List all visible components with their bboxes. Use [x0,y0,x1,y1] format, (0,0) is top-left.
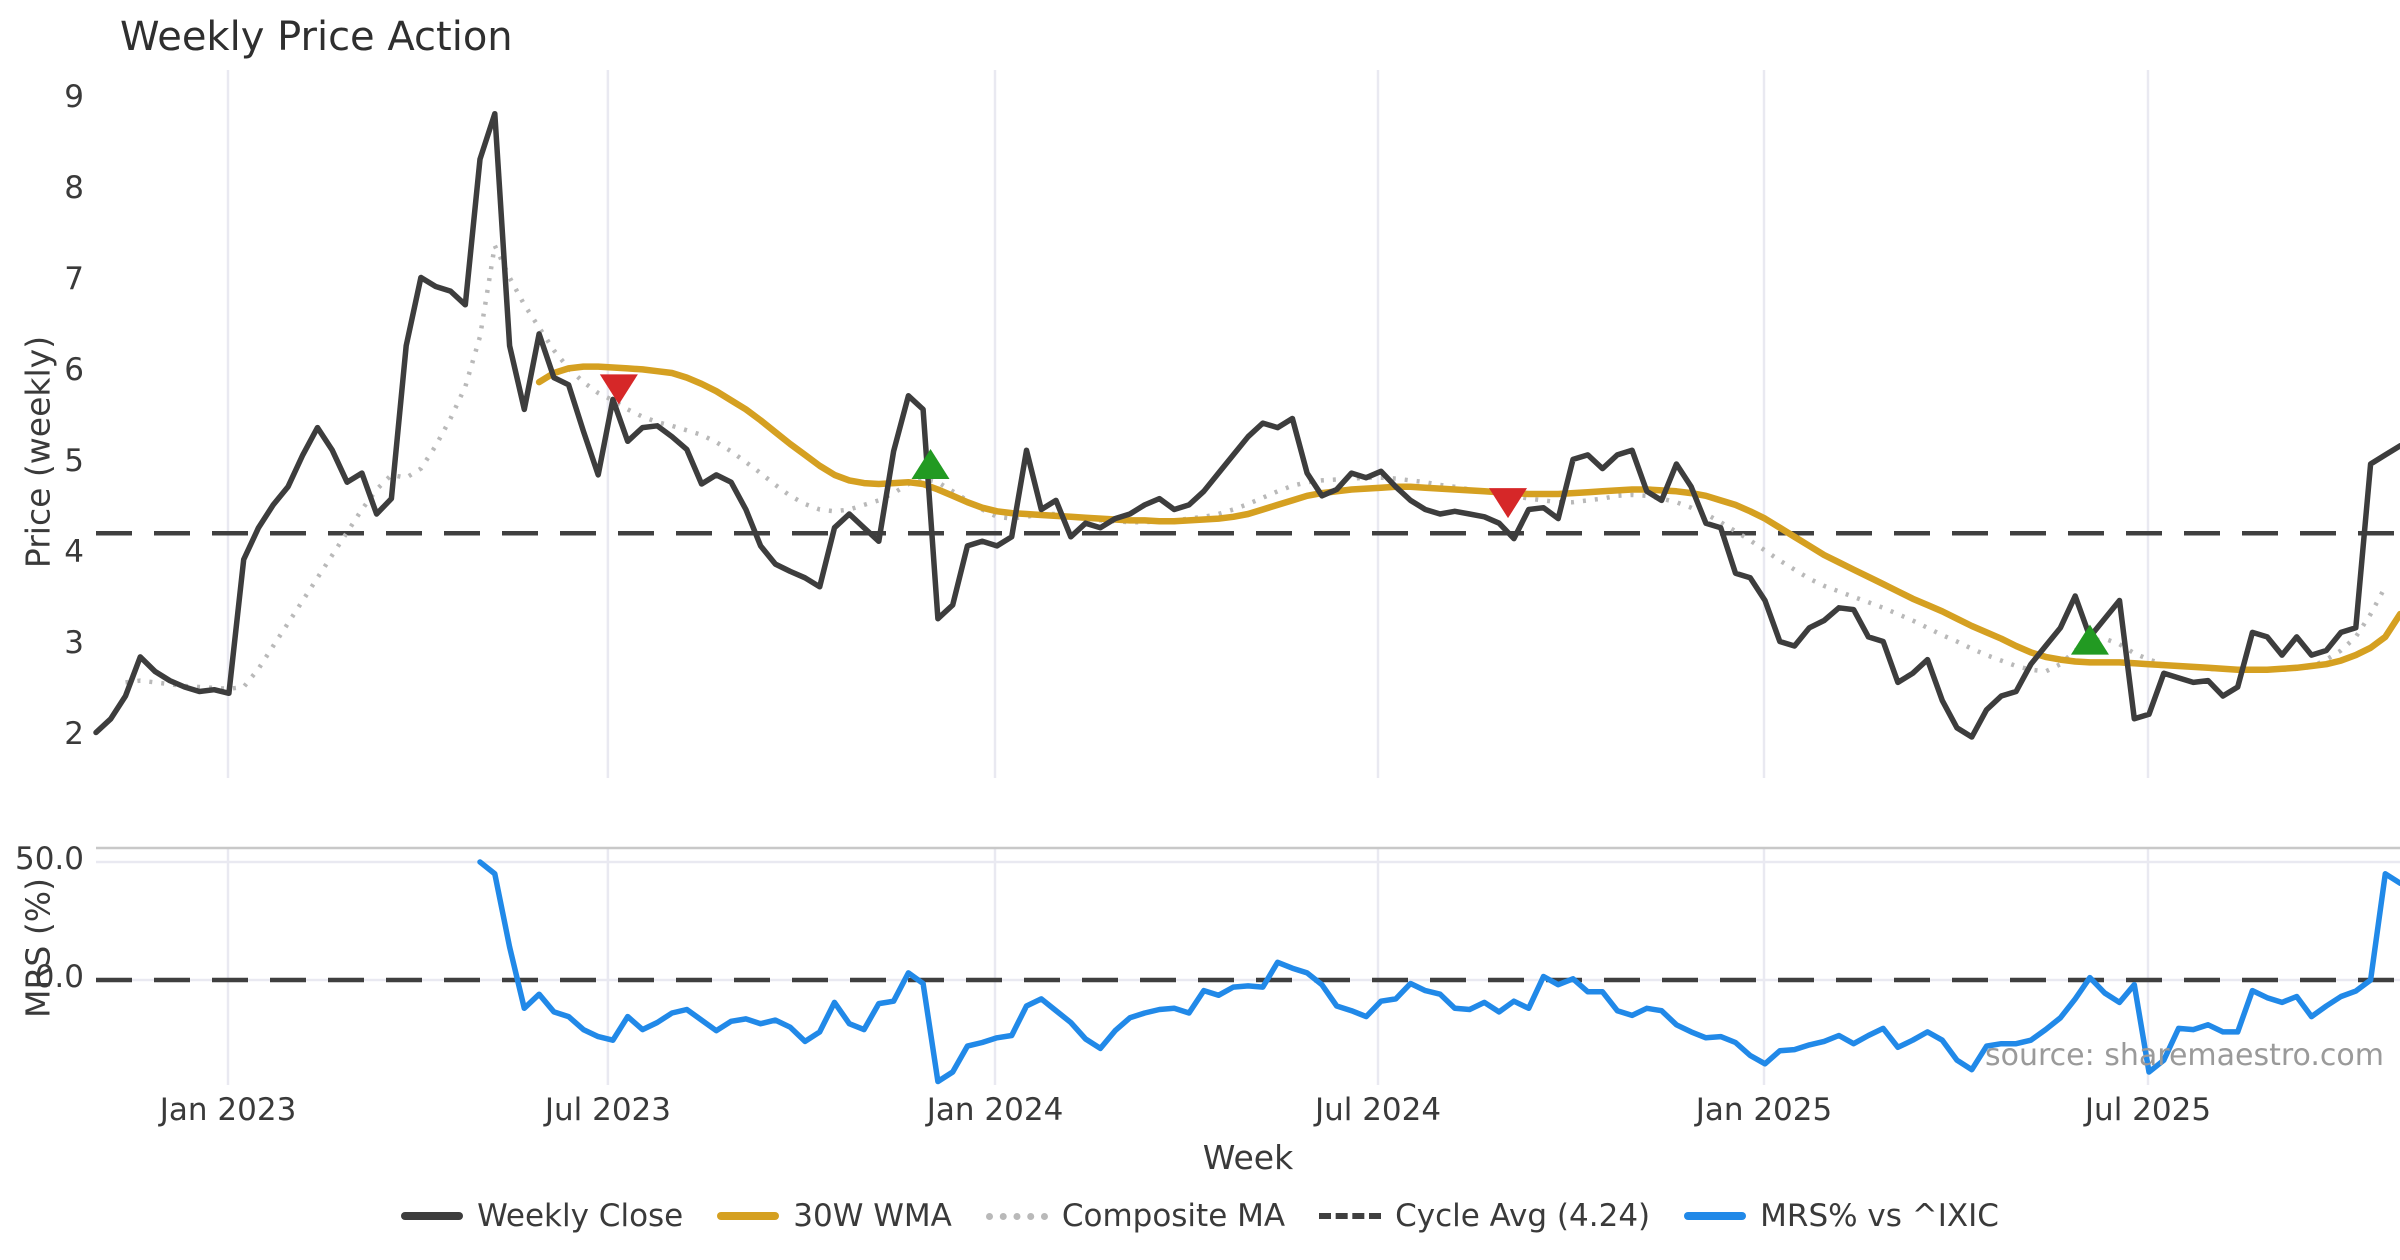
legend-item-composite-ma: Composite MA [985,1198,1286,1234]
weekly-close-line-icon [401,1212,464,1220]
sell-signal-marker [1489,488,1528,519]
x-tick-label: Jul 2023 [544,1092,671,1128]
legend-item-weekly-close: Weekly Close [401,1198,683,1234]
cycle-avg-dashed-line-icon [1319,1213,1382,1219]
price-ytick-label: 4 [64,534,84,570]
mrs-ytick-label: 50.0 [14,841,84,877]
sell-signal-marker [599,374,638,405]
price-ytick-label: 6 [64,352,84,388]
legend-label: 30W WMA [793,1198,952,1234]
buy-signal-marker [2070,624,2109,655]
price-ytick-label: 9 [64,79,84,115]
legend-item-cycle-avg: Cycle Avg (4.24) [1319,1198,1650,1234]
x-tick-label: Jul 2025 [2084,1092,2212,1128]
source-watermark: source: sharemaestro.com [1985,1038,2384,1073]
legend-label: MRS% vs ^IXIC [1760,1198,1999,1234]
price-ytick-label: 5 [64,443,84,479]
price-ytick-label: 2 [64,716,84,752]
price-ytick-label: 3 [64,625,84,661]
mrs-ytick-label: 0.0 [34,959,84,995]
x-tick-label: Jan 2023 [159,1092,297,1128]
wma-line-icon [717,1212,780,1220]
x-tick-label: Jul 2024 [1314,1092,1442,1128]
legend-label: Cycle Avg (4.24) [1395,1198,1651,1234]
legend-label: Composite MA [1061,1198,1286,1234]
legend-item-mrs: MRS% vs ^IXIC [1684,1198,1999,1234]
price-ytick-label: 8 [64,170,84,206]
composite-ma-line [125,243,2388,692]
mrs-line [477,859,2400,1085]
weekly-close-line [93,110,2400,740]
buy-signal-marker [911,449,950,479]
mrs-line-icon [1684,1212,1747,1220]
x-axis-title: Week [1202,1138,1294,1177]
legend-item-30w-wma: 30W WMA [717,1198,952,1234]
price-ytick-label: 7 [64,261,84,297]
wma-line [535,363,2400,673]
x-tick-label: Jan 2024 [926,1092,1064,1128]
x-tick-label: Jan 2025 [1695,1092,1833,1128]
page-title: Weekly Price Action [120,14,513,60]
chart-legend: Weekly Close 30W WMA Composite MA Cycle … [0,1198,2400,1234]
legend-label: Weekly Close [477,1198,684,1234]
mrs-y-axis-label: MRS (%) [18,878,58,1018]
composite-dotted-line-icon [985,1212,1048,1220]
